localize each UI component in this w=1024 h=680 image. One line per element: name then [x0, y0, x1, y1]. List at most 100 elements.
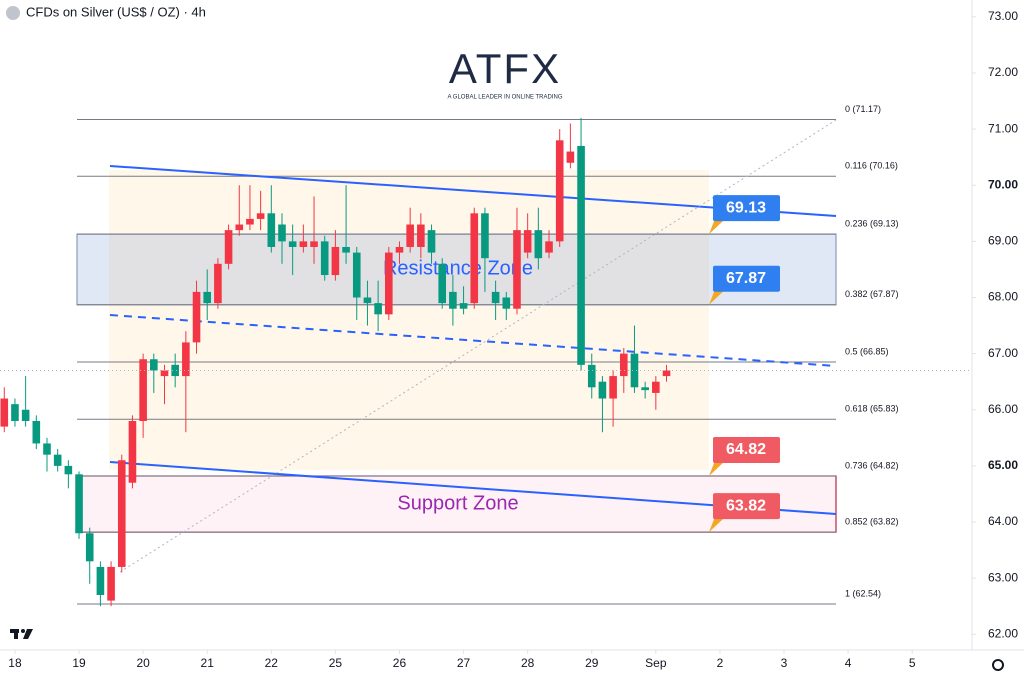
axes: 73.00 72.00 71.00 70.00 69.00 68.00 67.00 66.00…: [8, 9, 1018, 670]
zone-label: Support Zone: [397, 492, 518, 514]
candle-body: [278, 224, 286, 242]
candle-body: [566, 151, 575, 163]
candle-body: [342, 246, 350, 253]
x-tick-label: 22: [265, 656, 279, 670]
settings-icon[interactable]: [992, 659, 1004, 671]
candle-body: [11, 404, 19, 421]
fib-label: 0.116 (70.16): [845, 161, 898, 171]
y-tick-label: 64.00: [988, 514, 1018, 528]
x-tick-label: Sep: [645, 656, 667, 670]
candle-body: [235, 224, 244, 231]
header: CFDs on Silver (US$ / OZ) · 4h: [6, 4, 206, 20]
candle-body: [523, 230, 532, 253]
candle-body: [117, 460, 126, 567]
callouts: 69.13 67.87 64.82 63.82: [709, 195, 780, 533]
x-tick-label: 18: [8, 656, 22, 670]
fib-label: 0 (71.17): [845, 104, 881, 114]
tv-logo-part: [21, 629, 25, 633]
candle-body: [619, 353, 628, 377]
x-tick-label: 28: [521, 656, 535, 670]
callout-box: [713, 195, 780, 222]
y-tick-label: 62.00: [988, 626, 1018, 640]
y-tick-label: 71.00: [988, 121, 1018, 135]
candle-body: [224, 230, 233, 264]
x-tick-label: 4: [845, 656, 852, 670]
x-tick-label: 27: [457, 656, 471, 670]
candle-body: [0, 398, 9, 427]
candle-body: [32, 420, 41, 444]
candle-body: [203, 291, 212, 304]
candle-body: [160, 370, 169, 377]
candle-body: [502, 297, 511, 309]
candle-body: [85, 533, 94, 562]
candle-body: [555, 140, 564, 242]
candle-body: [53, 454, 62, 466]
y-tick-label: 70.00: [988, 177, 1018, 191]
candle-body: [150, 359, 158, 371]
candle-body: [587, 364, 596, 388]
zones: Resistance Zone Support Zone: [76, 233, 837, 533]
y-tick-label: 67.00: [988, 346, 1018, 360]
fib-label: 0.5 (66.85): [845, 346, 889, 356]
fib-label: 1 (62.54): [845, 588, 881, 598]
candle-body: [598, 381, 607, 399]
y-tick-label: 68.00: [988, 290, 1018, 304]
candle-body: [107, 566, 115, 601]
y-tick-label: 69.00: [988, 234, 1018, 248]
candle-body: [630, 353, 639, 388]
candle-body: [288, 241, 297, 247]
fib-label: 0.852 (63.82): [845, 516, 899, 526]
x-tick-label: 2: [717, 656, 724, 670]
fib-label: 0.382 (67.87): [845, 289, 899, 299]
chart-title: CFDs on Silver (US$ / OZ) · 4h: [26, 4, 206, 19]
candle-body: [449, 291, 457, 309]
candle-body: [481, 213, 489, 259]
callout-label: 69.13: [726, 199, 766, 216]
candle-body: [246, 218, 254, 225]
candle-body: [641, 387, 649, 391]
candle-body: [139, 359, 147, 421]
candle-body: [310, 241, 318, 247]
candle-body: [43, 443, 51, 455]
candles: [0, 117, 972, 607]
candle-body: [438, 263, 447, 304]
x-tick-label: 21: [201, 656, 215, 670]
candle-body: [214, 263, 222, 304]
candle-body: [320, 241, 329, 276]
logo-brand: ATFX: [449, 45, 561, 92]
x-tick-label: 29: [585, 656, 599, 670]
range-box: [109, 170, 709, 470]
background-layer: [109, 170, 709, 470]
candle-body: [406, 224, 414, 247]
y-tick-label: 65.00: [988, 458, 1018, 472]
callout-box: [713, 265, 780, 292]
x-tick-label: 20: [136, 656, 150, 670]
candle-body: [577, 145, 585, 365]
candle-body: [459, 303, 468, 309]
candle-body: [470, 213, 479, 304]
callout-label: 64.82: [726, 441, 766, 458]
candle-body: [417, 224, 425, 247]
logo: ATFX A GLOBAL LEADER IN ONLINE TRADING: [447, 45, 562, 100]
candle-body: [192, 291, 201, 343]
y-tick-label: 63.00: [988, 570, 1018, 584]
x-tick-label: 25: [329, 656, 343, 670]
y-tick-label: 73.00: [988, 9, 1018, 23]
candle-body: [267, 213, 276, 247]
fib-levels: 0 (71.17) 0.116 (70.16) 0.236 (69.13) 0.382…: [77, 104, 899, 605]
y-tick-label: 72.00: [988, 65, 1018, 79]
candle-body: [609, 376, 617, 399]
candle-body: [256, 213, 265, 219]
candle-body: [182, 342, 190, 377]
candle-body: [352, 252, 361, 298]
x-tick-label: 3: [781, 656, 788, 670]
fib-label: 0.236 (69.13): [845, 218, 899, 228]
candle-body: [545, 241, 553, 253]
fib-label: 0.618 (65.83): [845, 404, 899, 414]
callout-label: 67.87: [726, 270, 766, 287]
candle-body: [75, 474, 83, 534]
callout-box: [713, 436, 780, 463]
logo-tagline: A GLOBAL LEADER IN ONLINE TRADING: [447, 95, 562, 101]
candle-body: [171, 364, 179, 377]
